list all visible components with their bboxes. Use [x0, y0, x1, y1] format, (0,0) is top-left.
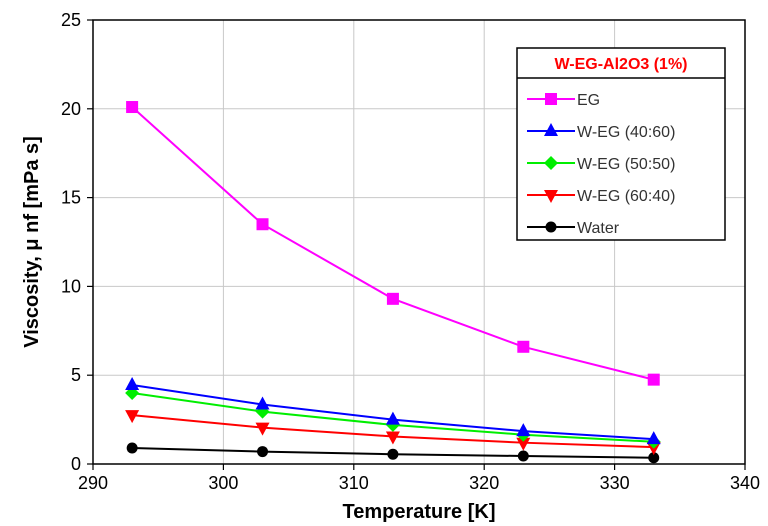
x-tick-label: 300	[208, 473, 238, 493]
y-tick-label: 10	[61, 276, 81, 296]
series-group	[125, 101, 661, 464]
legend: W-EG-Al2O3 (1%) EG W-EG (40:60) W-EG (50:50…	[516, 47, 726, 241]
data-point	[516, 423, 531, 437]
legend-item: W-EG (50:50)	[527, 156, 675, 173]
series-water	[126, 442, 660, 464]
plot-frame	[92, 19, 746, 465]
legend-item: W-EG (60:40)	[527, 188, 675, 205]
legend-marker-swatch	[545, 93, 557, 105]
y-tick-label: 5	[71, 365, 81, 385]
data-point	[386, 292, 399, 305]
data-point	[517, 450, 529, 462]
data-point	[126, 442, 138, 454]
legend-item: W-EG (40:60)	[527, 123, 675, 141]
x-axis-title: Temperature [K]	[343, 501, 496, 523]
y-tick-label: 25	[61, 10, 81, 30]
legend-marker-swatch	[545, 221, 557, 233]
legend-item: Water	[527, 220, 620, 237]
legend-marker-swatch	[544, 190, 558, 203]
y-tick-label: 0	[71, 454, 81, 474]
data-point	[516, 437, 531, 451]
x-tick-label: 330	[600, 473, 630, 493]
legend-label: EG	[577, 92, 600, 109]
legend-item: EG	[527, 92, 600, 109]
data-point	[255, 396, 270, 410]
x-tick-label: 290	[78, 473, 108, 493]
series-eg	[126, 101, 660, 386]
data-point	[647, 373, 660, 386]
data-point	[385, 431, 400, 445]
x-tick-label: 320	[469, 473, 499, 493]
y-tick-label: 15	[61, 188, 81, 208]
axes: 290 300 310 320 330 340 0 5 10 15 20 25	[61, 10, 760, 493]
legend-box	[516, 47, 726, 241]
legend-label: W-EG (40:60)	[577, 124, 675, 141]
data-point	[256, 218, 269, 231]
series-w-eg-60-40	[125, 410, 661, 456]
data-point	[125, 376, 140, 390]
y-tick-label: 20	[61, 99, 81, 119]
x-tick-label: 310	[339, 473, 369, 493]
y-axis-title: Viscosity, μ nf [mPa s]	[21, 136, 43, 348]
x-tick-label: 340	[730, 473, 760, 493]
legend-label: W-EG (50:50)	[577, 156, 675, 173]
data-point	[646, 431, 661, 445]
legend-label: Water	[577, 220, 620, 237]
data-point	[125, 410, 140, 424]
series-w-eg-40-60	[125, 376, 661, 445]
data-point	[517, 340, 530, 353]
data-point	[126, 101, 139, 114]
legend-title: W-EG-Al2O3 (1%)	[554, 56, 687, 73]
legend-label: W-EG (60:40)	[577, 188, 675, 205]
data-point	[385, 411, 400, 425]
data-point	[257, 446, 269, 458]
legend-marker-swatch	[544, 123, 558, 136]
legend-marker-swatch	[544, 156, 558, 170]
data-point	[255, 422, 270, 436]
data-point	[387, 448, 399, 460]
data-point	[648, 452, 660, 464]
